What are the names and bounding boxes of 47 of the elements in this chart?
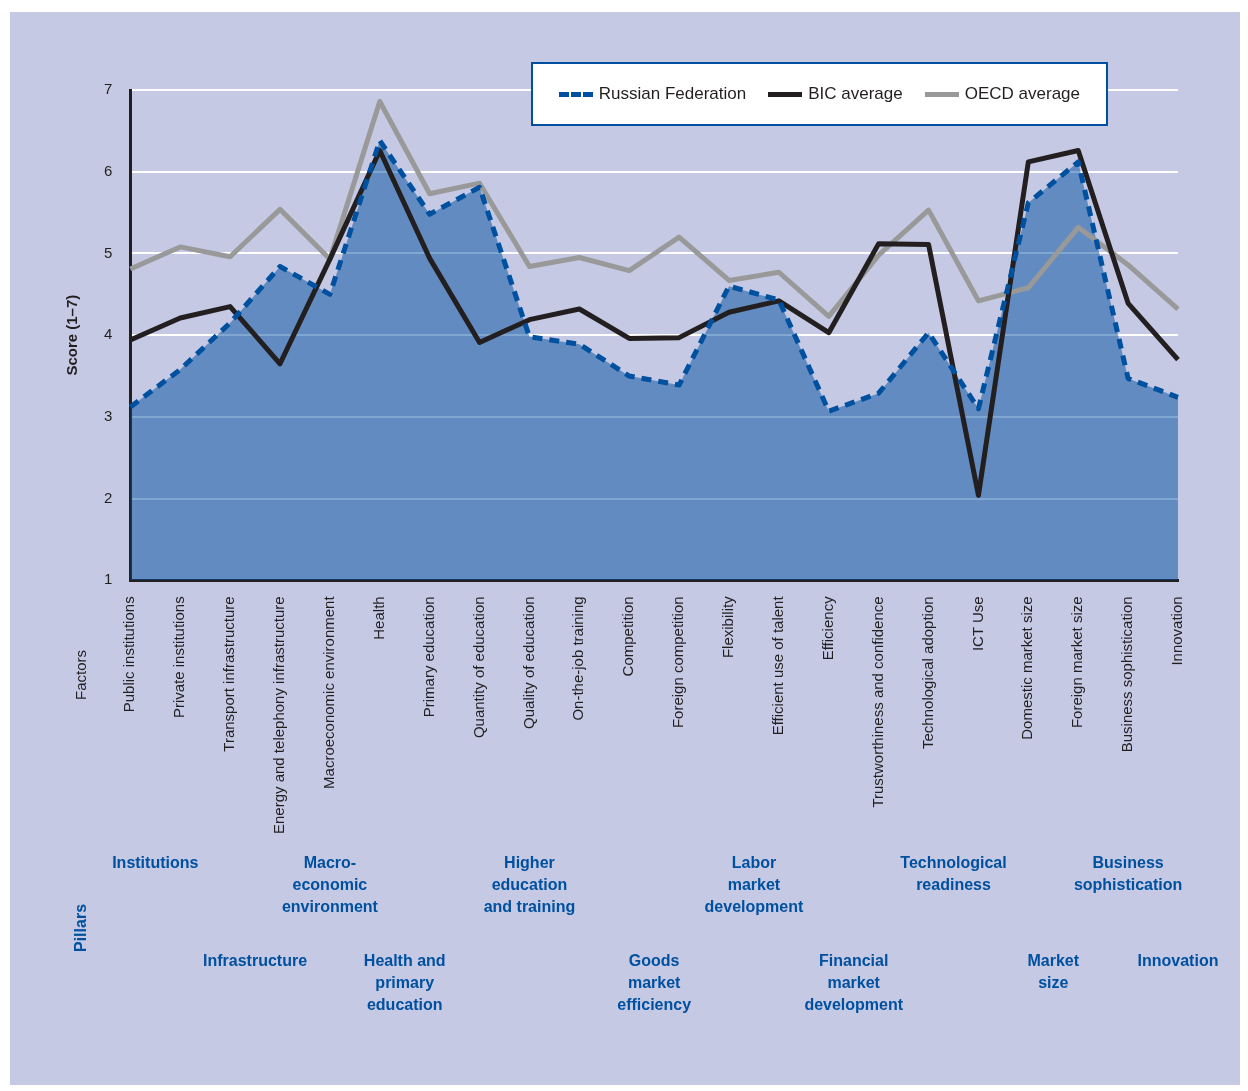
x-tick-label: Foreign market size: [1068, 596, 1086, 729]
x-tick-label: Quantity of education: [469, 596, 487, 739]
x-tick-label: Efficient use of talent: [769, 595, 787, 736]
x-tick-label: Public institutions: [120, 596, 138, 713]
text: Business sophistication: [1073, 853, 1183, 895]
text: Goods market efficiency: [617, 951, 692, 1015]
text: Infrastructure: [203, 951, 308, 971]
x-tick-label: Trustworthiness and confidence: [868, 596, 886, 808]
x-tick-label: Efficiency: [818, 595, 836, 661]
x-tick-label: Macroeconomic environment: [320, 595, 338, 789]
text: Higher education and training: [483, 853, 576, 917]
text: Innovation: [1137, 951, 1219, 971]
x-tick-label: On-the-job training: [569, 596, 587, 721]
x-tick-label: Foreign competition: [669, 596, 687, 729]
text: Labor market development: [704, 853, 804, 917]
legend-label: Russian Federation: [598, 84, 747, 104]
x-tick-label: Quality of education: [519, 596, 537, 729]
x-tick-label: ICT Use: [968, 596, 986, 652]
legend-label: BIC average: [808, 84, 903, 104]
x-tick-label: Primary education: [419, 596, 437, 718]
x-tick-label: Flexibility: [719, 595, 737, 659]
y-tick-label: 2: [104, 488, 113, 506]
y-tick-label: 1: [104, 570, 113, 588]
x-tick-label: Innovation: [1168, 596, 1186, 666]
y-tick-label: 5: [104, 243, 113, 261]
y-tick-label: 7: [104, 80, 113, 98]
y-axis-title: Score (1–7): [63, 294, 81, 376]
text: Pillars: [72, 903, 90, 952]
x-tick-label: Domestic market size: [1018, 596, 1036, 740]
text: Technological readiness: [900, 853, 1007, 895]
x-tick-label: Technological adoption: [918, 596, 936, 749]
text: Factors: [72, 649, 89, 700]
text: Institutions: [112, 853, 199, 873]
x-tick-label: Health: [369, 596, 387, 640]
x-tick-label: Energy and telephony infrastructure: [270, 596, 288, 835]
x-tick-label: Transport infrastructure: [220, 596, 238, 752]
text: Health and primary education: [363, 951, 446, 1015]
x-tick-label: Business sophistication: [1118, 596, 1136, 753]
y-tick-label: 3: [104, 407, 113, 425]
x-tick-label: Competition: [619, 596, 637, 677]
text: Market size: [1027, 951, 1080, 993]
legend-label: OECD average: [964, 84, 1080, 104]
y-tick-label: 6: [104, 161, 113, 179]
y-tick-label: 4: [104, 325, 113, 343]
x-tick-label: Private institutions: [170, 596, 188, 719]
text: Financial market development: [804, 951, 904, 1015]
text: Macro- economic environment: [281, 853, 378, 917]
